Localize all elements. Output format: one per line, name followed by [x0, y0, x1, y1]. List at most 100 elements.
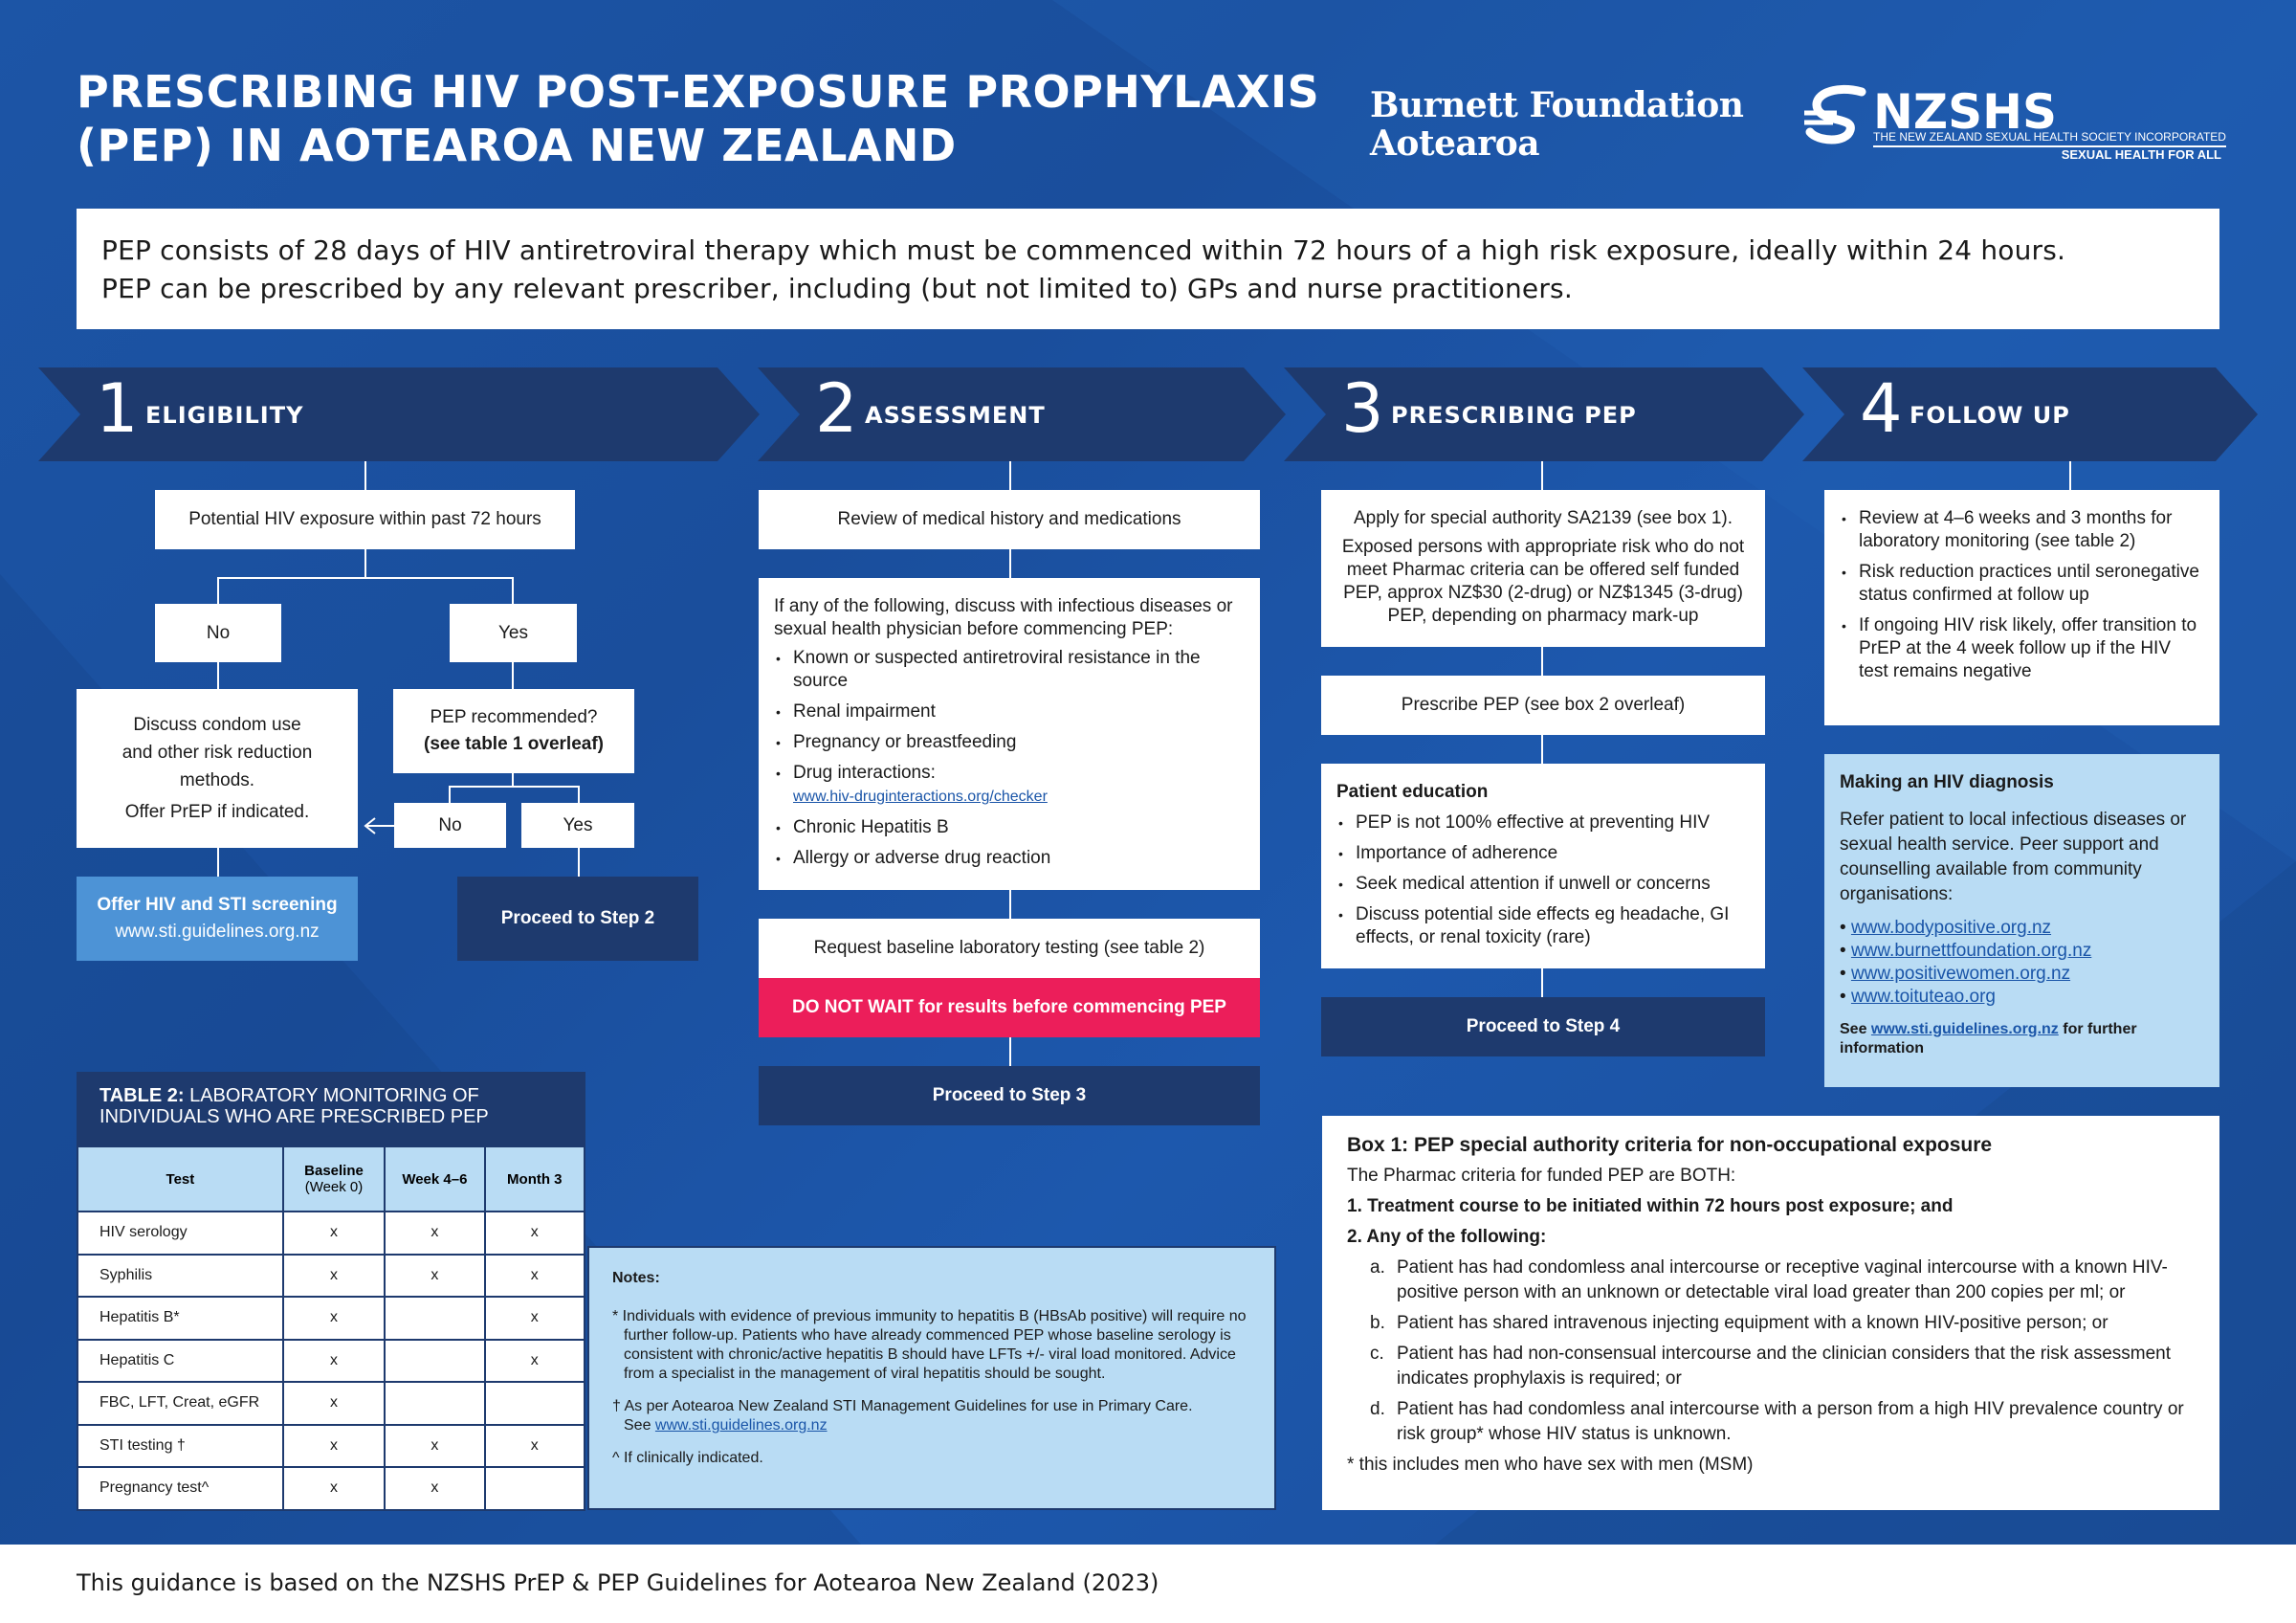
see-guidelines-text: See www.sti.guidelines.org.nz for furthe…	[1840, 1021, 2137, 1056]
table-row: Syphilis x x x	[77, 1253, 586, 1298]
do-not-wait-text: DO NOT WAIT for results before commencin…	[792, 997, 1226, 1017]
discuss-physician-list: Known or suspected antiretroviral resist…	[774, 647, 1245, 870]
proceed-step-2-text: Proceed to Step 2	[500, 908, 655, 928]
connector	[1541, 461, 1543, 490]
step-4-banner: 4 FOLLOW UP	[1802, 367, 2258, 461]
connector	[512, 773, 514, 787]
drug-interactions-link[interactable]: www.hiv-druginteractions.org/checker	[793, 789, 1048, 805]
connector	[217, 577, 513, 579]
connector	[578, 786, 580, 803]
box-1-footnote: * this includes men who have sex with me…	[1347, 1455, 1754, 1475]
box-1: Box 1: PEP special authority criteria fo…	[1322, 1116, 2219, 1510]
sti-guidelines-link[interactable]: www.sti.guidelines.org.nz	[1870, 1021, 2059, 1037]
connector	[1009, 461, 1011, 490]
burnettfoundation-link[interactable]: www.burnettfoundation.org.nz	[1850, 941, 2092, 961]
special-authority-box: Apply for special authority SA2139 (see …	[1321, 490, 1765, 647]
table-2-title: TABLE 2: LABORATORY MONITORING OF INDIVI…	[77, 1072, 585, 1145]
patient-education-list: PEP is not 100% effective at preventing …	[1336, 812, 1750, 949]
prescribe-pep-box: Prescribe PEP (see box 2 overleaf)	[1321, 676, 1765, 735]
no-2-box: No	[394, 803, 506, 848]
nzshs-name: NZSHS	[1873, 84, 2057, 140]
burnett-line-2: Aotearoa	[1370, 123, 1540, 164]
box-1-criterion-2: 2. Any of the following:	[1347, 1227, 1547, 1247]
table-header-row: Test Baseline (Week 0) Week 4–6 Month 3	[77, 1145, 586, 1212]
discuss-physician-intro: If any of the following, discuss with in…	[774, 596, 1233, 639]
org-link-row: • www.toituteao.org	[1840, 987, 1996, 1007]
step-3-banner: 3 PRESCRIBING PEP	[1284, 367, 1804, 461]
list-item: Chronic Hepatitis B	[774, 816, 1245, 839]
no-box: No	[155, 604, 281, 662]
title-line-2: (PEP) IN AOTEAROA NEW ZEALAND	[77, 120, 957, 171]
list-item: If ongoing HIV risk likely, offer transi…	[1840, 614, 2204, 683]
intro-line-1: PEP consists of 28 days of HIV antiretro…	[101, 234, 2066, 266]
note-1: * Individuals with evidence of previous …	[612, 1308, 1247, 1382]
nzshs-swirl-icon	[1804, 84, 1866, 145]
step-3-number: 3	[1341, 369, 1384, 448]
special-authority-text: Apply for special authority SA2139 (see …	[1353, 508, 1733, 528]
connector	[217, 577, 219, 604]
list-item: Review at 4–6 weeks and 3 months for lab…	[1840, 507, 2204, 553]
step-2-label: ASSESSMENT	[865, 402, 1046, 429]
discuss-physician-box: If any of the following, discuss with in…	[759, 578, 1260, 890]
list-item: Pregnancy or breastfeeding	[774, 731, 1245, 754]
col-month: Month 3	[483, 1145, 586, 1212]
connector	[1009, 890, 1011, 919]
hiv-diagnosis-title: Making an HIV diagnosis	[1840, 772, 2054, 792]
org-link-row: • www.positivewomen.org.nz	[1840, 964, 2071, 984]
toituteao-link[interactable]: www.toituteao.org	[1850, 987, 1996, 1007]
notes-box: Notes: * Individuals with evidence of pr…	[587, 1246, 1276, 1510]
list-item: Allergy or adverse drug reaction	[774, 847, 1245, 870]
self-funded-text: Exposed persons with appropriate risk wh…	[1341, 537, 1745, 626]
connector	[449, 786, 451, 803]
connector	[1009, 1037, 1011, 1066]
baseline-testing-text: Request baseline laboratory testing (see…	[813, 938, 1205, 958]
table-row: Hepatitis B* x x	[77, 1296, 586, 1341]
connector	[217, 662, 219, 689]
screening-link[interactable]: www.sti.guidelines.org.nz	[115, 922, 320, 942]
col-test: Test	[77, 1145, 284, 1212]
connector	[2069, 461, 2071, 490]
box-1-title: Box 1: PEP special authority criteria fo…	[1347, 1134, 1993, 1156]
note-2: † As per Aotearoa New Zealand STI Manage…	[612, 1398, 1193, 1434]
connector	[578, 848, 580, 877]
step-4-label: FOLLOW UP	[1910, 402, 2070, 429]
nzshs-tagline: SEXUAL HEALTH FOR ALL	[2061, 147, 2221, 162]
box-1-sub-b: b. Patient has shared intravenous injecti…	[1370, 1313, 2108, 1333]
prescribe-pep-text: Prescribe PEP (see box 2 overleaf)	[1401, 695, 1686, 715]
connector	[512, 662, 514, 689]
footer-text: This guidance is based on the NZSHS PrEP…	[77, 1569, 1159, 1596]
arrow-left-icon	[364, 817, 376, 834]
baseline-testing-box: Request baseline laboratory testing (see…	[759, 919, 1260, 978]
list-item: Risk reduction practices until seronegat…	[1840, 561, 2204, 607]
list-item: Known or suspected antiretroviral resist…	[774, 647, 1245, 693]
connector	[1541, 647, 1543, 676]
yes-text: Yes	[498, 622, 528, 643]
connector	[217, 848, 219, 877]
list-item: Drug interactions:www.hiv-druginteractio…	[774, 762, 1245, 809]
yes-2-box: Yes	[521, 803, 634, 848]
review-box: Review of medical history and medication…	[759, 490, 1260, 549]
box-1-criterion-1: 1. Treatment course to be initiated with…	[1347, 1196, 1954, 1216]
list-item: Seek medical attention if unwell or conc…	[1336, 873, 1750, 896]
page-title: PRESCRIBING HIV POST-EXPOSURE PROPHYLAXI…	[77, 65, 1320, 172]
connector	[367, 825, 394, 827]
exposure-text: Potential HIV exposure within past 72 ho…	[188, 509, 541, 529]
proceed-step-4-box: Proceed to Step 4	[1321, 997, 1765, 1056]
discuss-line-1: Discuss condom use	[133, 715, 301, 735]
notes-sti-link[interactable]: www.sti.guidelines.org.nz	[654, 1417, 828, 1434]
follow-up-box: Review at 4–6 weeks and 3 months for lab…	[1824, 490, 2219, 725]
discuss-line-2: and other risk reduction	[121, 743, 313, 763]
patient-education-box: Patient education PEP is not 100% effect…	[1321, 764, 1765, 968]
follow-up-list: Review at 4–6 weeks and 3 months for lab…	[1840, 507, 2204, 683]
table-row: FBC, LFT, Creat, eGFR x	[77, 1381, 586, 1426]
lab-monitoring-table: Test Baseline (Week 0) Week 4–6 Month 3 H…	[77, 1145, 586, 1511]
step-1-label: ELIGIBILITY	[145, 402, 304, 429]
bodypositive-link[interactable]: www.bodypositive.org.nz	[1850, 918, 2052, 938]
proceed-step-3-text: Proceed to Step 3	[932, 1085, 1087, 1105]
screening-box: Offer HIV and STI screening www.sti.guid…	[77, 877, 358, 961]
discuss-box: Discuss condom use and other risk reduct…	[77, 689, 358, 848]
positivewomen-link[interactable]: www.positivewomen.org.nz	[1850, 964, 2071, 984]
box-1-sub-a: a. Patient has had condomless anal interc…	[1370, 1257, 2168, 1302]
list-item: Renal impairment	[774, 700, 1245, 723]
